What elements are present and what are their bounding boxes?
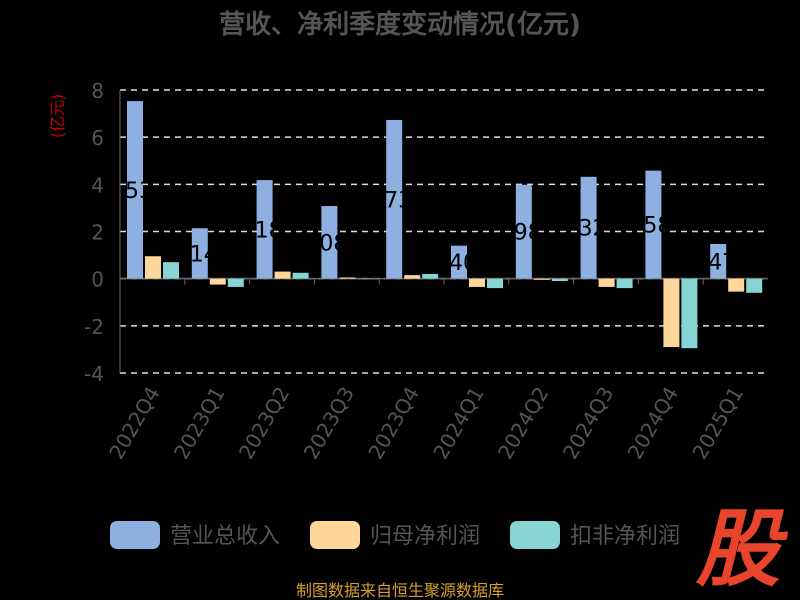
data-label: 14 <box>190 242 218 267</box>
data-label: 08 <box>319 231 347 256</box>
x-tick-label: 2025Q1 <box>687 383 747 464</box>
bar-net-profit <box>209 278 226 285</box>
data-label-layer: 53 14 18 08 73 40 98 32 58 47 <box>125 179 736 276</box>
bar-net-profit <box>598 278 615 287</box>
y-tick-label: 6 <box>91 126 104 150</box>
chart-title: 营收、净利季度变动情况(亿元) <box>219 9 581 40</box>
brand-logo: 股 <box>695 500 789 598</box>
data-label: 40 <box>449 251 477 276</box>
x-tick-label: 2023Q3 <box>299 383 359 464</box>
bar-net-profit <box>404 275 421 279</box>
bar-revenue <box>515 184 532 279</box>
bar-deducted-profit <box>551 278 568 282</box>
y-tick-label: 2 <box>91 221 104 245</box>
bar-revenue <box>127 101 143 279</box>
bar-revenue <box>451 245 467 279</box>
y-tick-label: 0 <box>91 268 104 292</box>
legend-item[interactable]: 扣非净利润 <box>510 521 680 549</box>
bar-revenue <box>386 119 403 279</box>
y-tick-label: 4 <box>91 173 104 197</box>
bar-revenue <box>580 176 597 279</box>
x-tick-label: 2023Q1 <box>169 383 229 464</box>
x-tick-label: 2022Q4 <box>104 383 164 464</box>
bar-net-profit <box>663 278 680 348</box>
legend-label: 营业总收入 <box>170 524 280 549</box>
x-tick-label: 2024Q4 <box>623 383 683 464</box>
bar-net-profit <box>728 278 745 292</box>
data-label: 98 <box>514 221 542 246</box>
legend-swatch <box>110 521 160 549</box>
bar-deducted-profit <box>292 272 309 279</box>
legend-swatch <box>510 521 560 549</box>
bars-layer <box>127 101 763 349</box>
data-label: 53 <box>125 179 153 204</box>
data-label: 73 <box>384 188 412 213</box>
bar-net-profit <box>469 278 485 287</box>
bar-revenue <box>645 170 662 279</box>
data-label: 47 <box>708 250 736 275</box>
bar-revenue <box>710 243 727 279</box>
bar-deducted-profit <box>357 278 374 280</box>
legend: 营业总收入 归母净利润 扣非净利润 <box>110 521 680 549</box>
x-tick-label: 2023Q2 <box>234 383 294 464</box>
x-tick-label: 2023Q4 <box>363 383 423 464</box>
x-tick-label: 2024Q1 <box>428 383 488 464</box>
legend-item[interactable]: 归母净利润 <box>310 521 480 549</box>
bar-deducted-profit <box>163 262 179 279</box>
bar-net-profit <box>145 256 161 279</box>
bar-net-profit <box>533 278 550 280</box>
y-tick-label: -2 <box>84 315 104 339</box>
bar-deducted-profit <box>681 278 698 349</box>
x-tick-label: 2024Q2 <box>493 383 553 464</box>
data-label: 58 <box>643 214 671 239</box>
legend-swatch <box>310 521 360 549</box>
bar-revenue <box>256 180 273 279</box>
y-tick-label: -4 <box>84 362 104 386</box>
data-source-note: 制图数据来自恒生聚源数据库 <box>296 581 504 600</box>
data-label: 32 <box>579 217 607 242</box>
bar-deducted-profit <box>422 273 439 279</box>
legend-label: 扣非净利润 <box>570 524 680 549</box>
x-tick-label: 2024Q3 <box>558 383 618 464</box>
legend-item[interactable]: 营业总收入 <box>110 521 280 549</box>
bar-net-profit <box>339 277 356 279</box>
bar-deducted-profit <box>487 278 503 289</box>
bar-revenue <box>321 206 338 279</box>
bar-revenue <box>191 228 208 279</box>
bar-deducted-profit <box>616 278 633 289</box>
bar-deducted-profit <box>746 278 763 293</box>
y-axis-label: (亿元) <box>48 94 67 139</box>
data-label: 18 <box>255 218 283 243</box>
bar-net-profit <box>274 271 291 279</box>
bar-deducted-profit <box>227 278 244 287</box>
y-tick-label: 8 <box>91 79 104 103</box>
legend-label: 归母净利润 <box>370 524 480 549</box>
